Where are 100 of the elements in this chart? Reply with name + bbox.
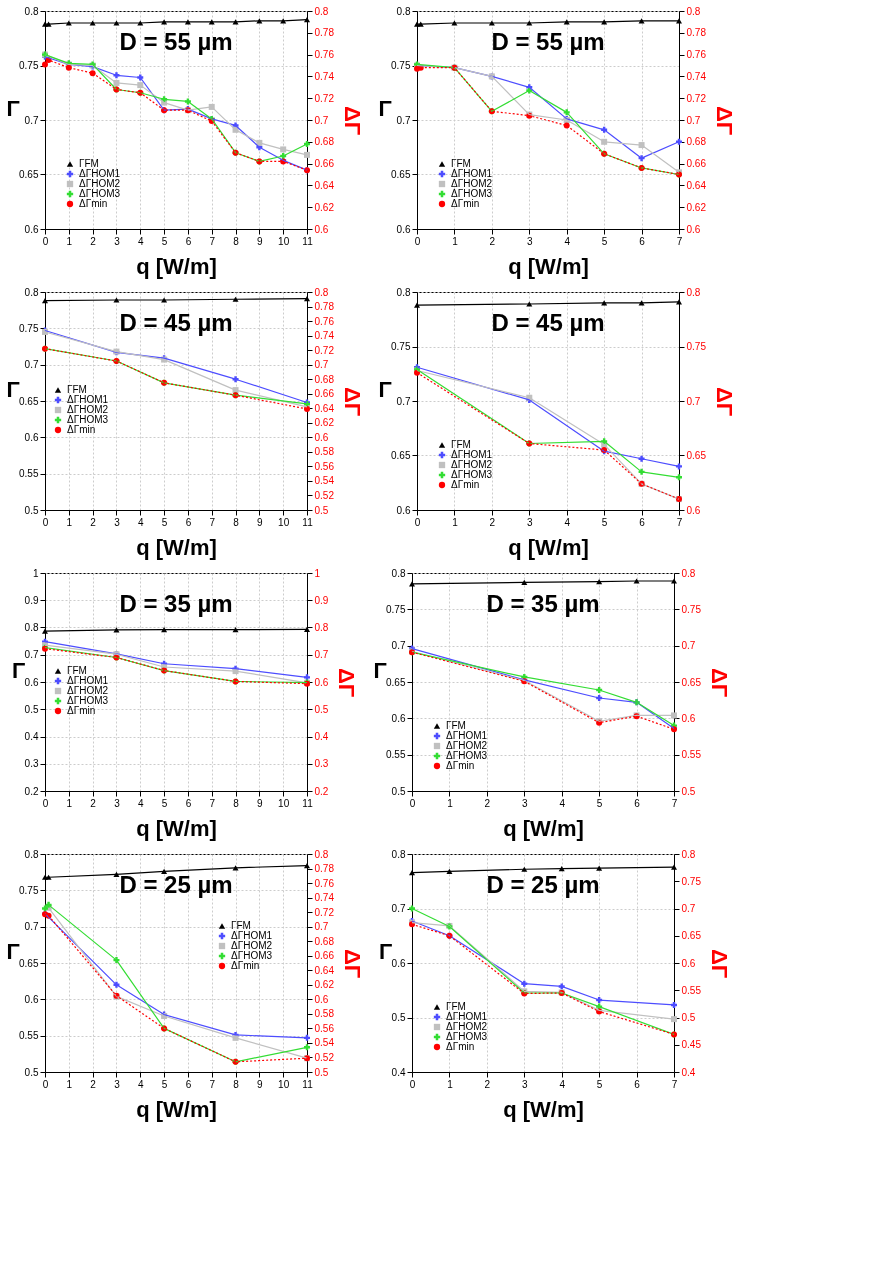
y2-axis-title: ΔΓ [711,105,737,136]
y2-tick-label: 0.64 [314,964,335,976]
x-axis-title: q [W/m] [136,253,217,279]
y-tick-label: 0.4 [391,1066,406,1078]
y2-tick-label: 0.52 [314,489,335,501]
x-tick-label: 6 [185,797,192,809]
x-tick-label: 7 [209,797,216,809]
y-tick-label: 0.6 [24,223,39,235]
y2-tick-label: 0.7 [314,921,329,933]
text: D = 55 µm [491,28,605,55]
y-tick-label: 0.8 [24,848,39,860]
y2-tick-label: 0.54 [314,475,335,487]
x-tick-label: 3 [114,797,121,809]
y2-tick-label: 0.9 [314,594,329,606]
x-tick-label: 3 [114,1078,121,1090]
y2-tick-label: 0.8 [681,567,696,579]
y-tick-label: 0.65 [386,676,406,688]
y-tick-label: 0.6 [24,431,39,443]
y-tick-label: 0.8 [391,567,406,579]
y-tick-label: 0.65 [19,395,39,407]
y2-tick-label: 1 [314,567,321,579]
y-tick-label: 0.75 [391,341,411,352]
legend-label: ΔΓHOM3 [67,414,109,425]
x-tick-label: 5 [161,797,168,809]
y2-tick-label: 0.8 [681,848,696,860]
y2-tick-label: 0.74 [686,70,707,82]
x-tick-label: 10 [278,797,290,809]
legend-label: ΔΓHOM2 [451,459,493,470]
x-tick-label: 0 [414,516,421,528]
x-tick-label: 4 [137,797,144,809]
y-tick-label: 0.65 [391,169,411,180]
y2-tick-label: 0.8 [314,5,329,17]
y-tick-label: 0.55 [386,749,406,761]
legend-label: ΓFM [446,720,466,731]
x-tick-label: 1 [447,1078,454,1090]
x-tick-label: 4 [137,235,144,247]
y2-tick-label: 0.2 [314,785,329,797]
x-tick-label: 7 [209,1078,216,1090]
x-tick-label: 4 [564,516,571,528]
y2-tick-label: 0.64 [686,179,707,191]
y-axis-title: Γ [378,95,392,121]
y2-axis-title: ΔΓ [334,667,360,698]
x-tick-label: 9 [257,235,264,247]
x-tick-label: 7 [209,516,216,528]
x-tick-label: 1 [66,235,73,247]
y2-tick-label: 0.65 [681,930,702,942]
y-tick-label: 0.75 [19,884,39,896]
text: D = 25 µm [486,871,600,898]
x-tick-label: 7 [671,1078,678,1090]
legend-label: ΓFM [451,439,471,450]
x-tick-label: 4 [137,1078,144,1090]
x-tick-label: 1 [452,516,459,528]
y2-tick-label: 0.5 [314,504,329,516]
y2-tick-label: 0.76 [314,49,335,61]
x-tick-label: 10 [278,1078,290,1090]
x-tick-label: 1 [66,516,73,528]
y2-axis-title: ΔΓ [339,948,365,979]
x-tick-label: 4 [559,797,566,809]
y-tick-label: 0.5 [391,785,406,797]
y2-tick-label: 0.75 [686,341,707,352]
text: D = 25 µm [119,871,233,898]
y2-tick-label: 0.76 [314,315,335,327]
y-tick-label: 0.7 [396,114,411,126]
y-tick-label: 0.5 [391,1012,406,1023]
x-tick-label: 3 [522,1078,528,1090]
x-tick-label: 11 [302,516,314,528]
y2-axis-title: ΔΓ [706,667,732,698]
legend-label: ΔΓHOM3 [231,950,273,961]
y2-tick-label: 0.62 [686,201,707,213]
y-axis-title: Γ [6,376,20,402]
y2-tick-label: 0.8 [314,286,329,298]
y2-axis-title: ΔΓ [339,105,365,136]
y-axis-title: Γ [11,657,26,683]
y2-tick-label: 0.56 [314,460,335,472]
y2-tick-label: 0.65 [681,676,702,688]
y2-tick-label: 0.74 [314,892,335,904]
x-tick-label: 11 [302,797,314,809]
y-tick-label: 0.8 [396,5,411,17]
y2-tick-label: 0.7 [314,649,329,661]
legend-label: ΓFM [451,158,471,169]
legend-label: ΔΓHOM3 [67,695,109,706]
legend-label: ΔΓHOM3 [79,188,121,199]
legend-label: ΔΓHOM1 [67,394,109,405]
x-tick-label: 1 [452,235,459,247]
y2-tick-label: 0.52 [314,1051,335,1063]
x-tick-label: 7 [676,516,683,528]
legend-label: ΔΓHOM2 [231,940,273,951]
y-tick-label: 0.55 [19,1030,39,1042]
legend-label: ΔΓHOM1 [231,930,273,941]
y2-tick-label: 0.6 [314,676,329,688]
y2-tick-label: 0.8 [686,5,701,17]
legend-label: ΔΓHOM1 [79,168,121,179]
legend-label: ΔΓHOM2 [446,1021,488,1032]
x-tick-label: 9 [257,797,264,809]
x-axis-title: q [W/m] [503,815,584,841]
x-tick-label: 2 [90,516,97,528]
text: D = 45 µm [491,309,605,336]
y2-tick-label: 0.78 [314,27,335,39]
y-tick-label: 0.7 [24,359,39,371]
x-tick-label: 6 [639,235,646,247]
